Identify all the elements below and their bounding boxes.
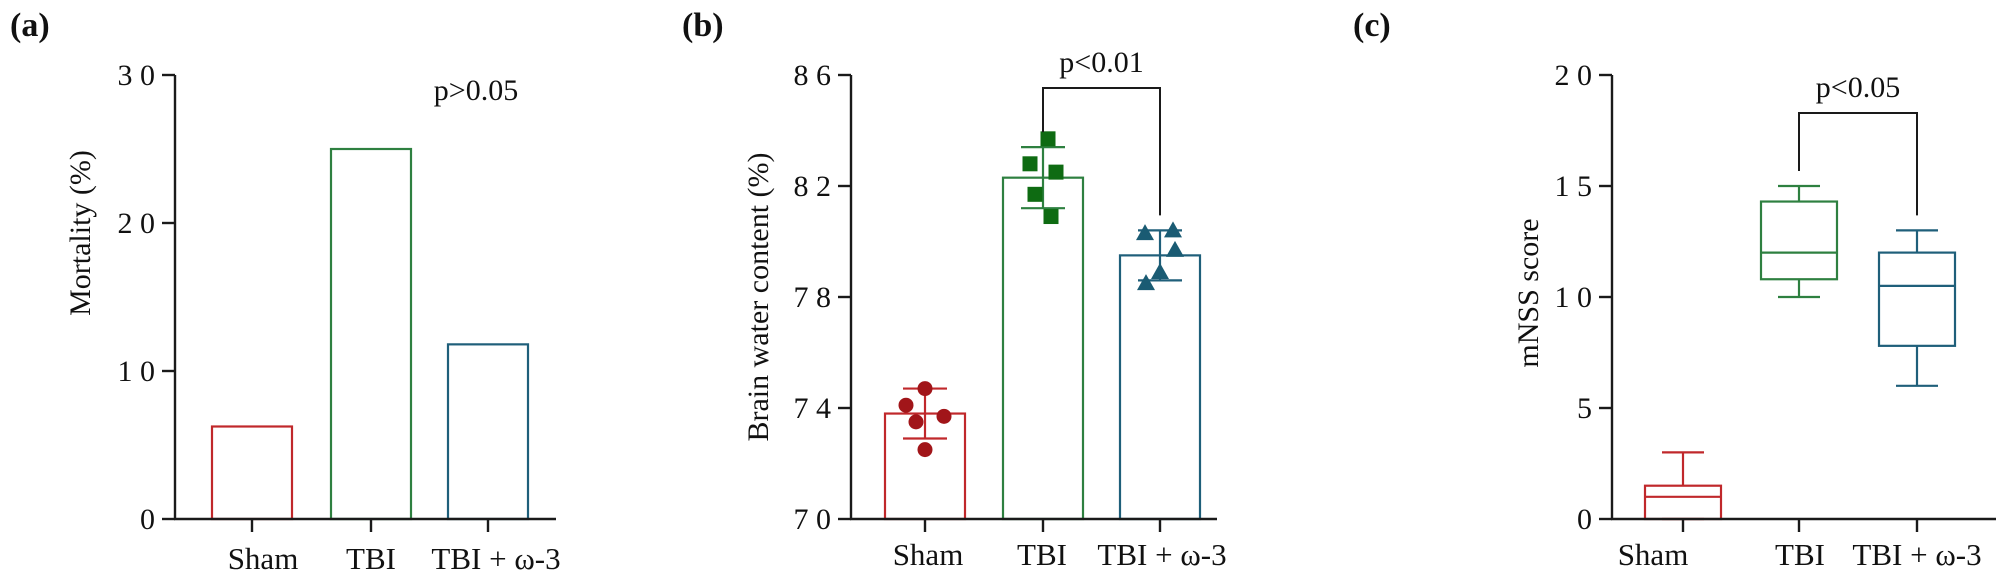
- box-sham-c: [1643, 484, 1723, 521]
- y-tick-label-b: 8 2: [794, 170, 832, 203]
- y-tick-label-a: 3 0: [118, 59, 156, 92]
- category-label-omega-a: TBI + ω-3: [431, 541, 560, 576]
- significance-label-c: p<0.05: [1816, 71, 1900, 104]
- category-label-tbi-c: TBI: [1775, 537, 1825, 572]
- data-point-sham-b: [917, 442, 933, 458]
- y-tick-label-c: 0: [1577, 503, 1592, 536]
- data-point-omega-b: [1136, 224, 1154, 241]
- data-point-tbi-b: [1040, 131, 1056, 147]
- box-omega-c: [1877, 251, 1957, 347]
- bar-tbi-a: [329, 147, 413, 521]
- y-tick-label-a: 0: [140, 503, 155, 536]
- significance-bracket-b: [1042, 87, 1161, 216]
- y-tick-label-c: 1 0: [1555, 281, 1593, 314]
- data-point-omega-b: [1164, 221, 1182, 238]
- category-label-sham-a: Sham: [228, 541, 299, 576]
- y-tick-label-c: 1 5: [1555, 170, 1593, 203]
- data-point-tbi-b: [1043, 209, 1059, 225]
- box-tbi-c: [1759, 200, 1839, 281]
- y-axis-title-c: mNSS score: [1512, 218, 1545, 367]
- y-tick-label-c: 2 0: [1555, 59, 1593, 92]
- y-axis-title-a: Mortality (%): [64, 150, 97, 316]
- chart-panel-b: Brain water content (%) 7 0 7 4 7 8 8 2 8 6 p…: [742, 46, 1227, 572]
- category-label-tbi-a: TBI: [346, 541, 396, 576]
- panel-label-a: (a): [10, 7, 50, 44]
- y-tick-label-b: 7 4: [794, 392, 832, 425]
- data-point-tbi-b: [1022, 156, 1038, 172]
- significance-bracket-c: [1798, 112, 1918, 216]
- category-label-omega-b: TBI + ω-3: [1097, 537, 1226, 572]
- data-point-sham-b: [917, 381, 933, 397]
- data-point-omega-b: [1166, 240, 1184, 257]
- category-label-tbi-b: TBI: [1017, 537, 1067, 572]
- y-tick-label-a: 1 0: [118, 355, 156, 388]
- chart-panel-a: Mortality (%) 0 1 0 2 0 3 0 Sham TBI TBI + …: [64, 59, 561, 576]
- data-point-omega-b: [1151, 263, 1169, 280]
- data-point-tbi-b: [1027, 186, 1043, 202]
- panel-label-b: (b): [682, 7, 724, 44]
- y-tick-label-b: 8 6: [794, 59, 832, 92]
- y-tick-label-b: 7 0: [794, 503, 832, 536]
- bar-omega-a: [446, 343, 530, 521]
- category-label-sham-b: Sham: [893, 537, 964, 572]
- data-point-sham-b: [908, 414, 924, 430]
- chart-panel-c: mNSS score 0 5 1 0 1 5 2 0 p<0.05 Sham TBI TB…: [1512, 59, 1996, 572]
- bar-sham-a: [210, 425, 294, 521]
- data-point-tbi-b: [1048, 164, 1064, 180]
- y-tick-label-a: 2 0: [118, 207, 156, 240]
- y-tick-label-b: 7 8: [794, 281, 832, 314]
- category-label-omega-c: TBI + ω-3: [1852, 537, 1981, 572]
- significance-label-b: p<0.01: [1059, 46, 1143, 79]
- annotation-a: p>0.05: [434, 74, 518, 107]
- bar-tbi-b: [1001, 176, 1085, 521]
- bar-omega-b: [1118, 254, 1202, 521]
- y-axis-title-b: Brain water content (%): [742, 152, 775, 441]
- category-label-sham-c: Sham: [1618, 537, 1689, 572]
- panel-label-c: (c): [1353, 7, 1391, 44]
- data-point-sham-b: [898, 397, 914, 413]
- data-point-omega-b: [1137, 274, 1155, 291]
- data-point-sham-b: [936, 408, 952, 424]
- y-tick-label-c: 5: [1577, 392, 1592, 425]
